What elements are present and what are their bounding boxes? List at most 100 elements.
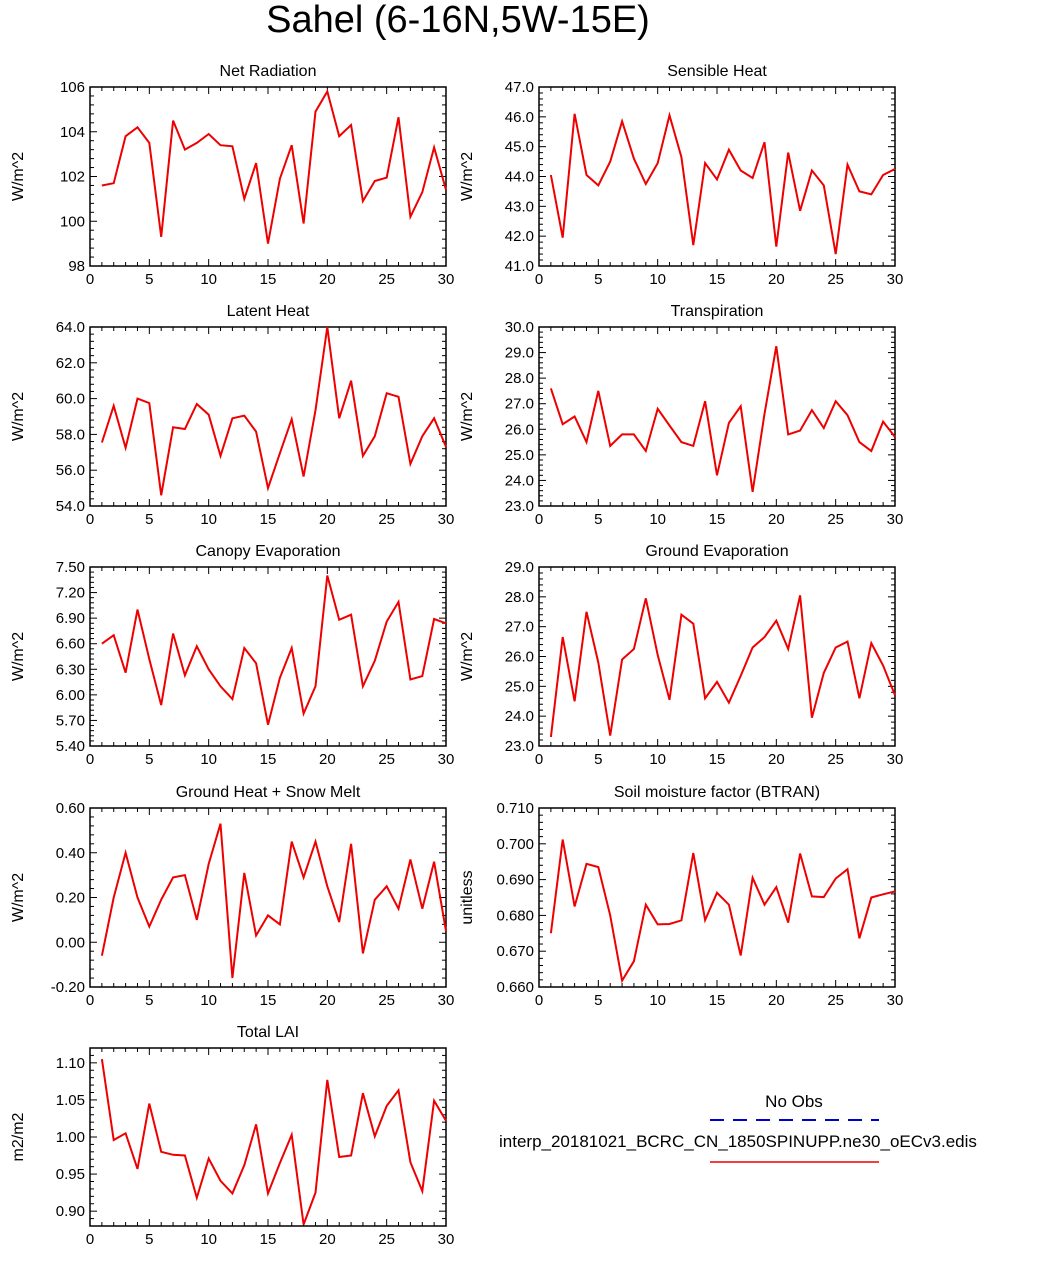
y-tick-label: 106 xyxy=(60,79,85,96)
x-tick-label: 20 xyxy=(319,271,336,288)
y-tick-label: 6.90 xyxy=(56,610,85,627)
series-line-model xyxy=(100,1058,447,1225)
panel-1: 0 5 10 15 20 25 30 98 100 102 104 106 Net Radiation W… xyxy=(10,63,454,288)
y-axis-label: W/m^2 xyxy=(459,632,476,681)
x-tick-label: 0 xyxy=(86,751,94,768)
y-axis-label: unitless xyxy=(459,870,476,924)
y-tick-label: 6.00 xyxy=(56,687,85,704)
y-tick-label: 45.0 xyxy=(505,139,534,156)
x-tick-label: 30 xyxy=(887,271,904,288)
y-tick-label: 100 xyxy=(60,213,85,230)
y-tick-label: 25.0 xyxy=(505,678,534,695)
y-tick-label: 6.60 xyxy=(56,636,85,653)
plot-frame xyxy=(89,326,447,507)
y-tick-label: 26.0 xyxy=(505,421,534,438)
x-tick-label: 5 xyxy=(145,271,153,288)
panel-title: Ground Evaporation xyxy=(645,543,788,560)
y-axis-label: W/m^2 xyxy=(10,152,27,201)
y-tick-label: 0.690 xyxy=(496,872,534,889)
y-tick-label: 27.0 xyxy=(505,619,534,636)
y-axis-label: W/m^2 xyxy=(10,873,27,922)
y-tick-label: 0.710 xyxy=(496,800,534,817)
x-tick-label: 25 xyxy=(378,992,395,1009)
y-tick-label: 64.0 xyxy=(56,319,85,336)
y-axis-label: W/m^2 xyxy=(459,392,476,441)
y-tick-label: 29.0 xyxy=(505,345,534,362)
series-line-model xyxy=(549,839,896,984)
x-tick-label: 5 xyxy=(145,992,153,1009)
x-tick-label: 0 xyxy=(86,511,94,528)
y-tick-label: 7.50 xyxy=(56,559,85,576)
series-line-model xyxy=(101,575,447,725)
x-tick-label: 10 xyxy=(200,992,217,1009)
x-tick-label: 25 xyxy=(378,1231,395,1248)
x-tick-label: 15 xyxy=(260,992,277,1009)
x-tick-label: 25 xyxy=(827,511,844,528)
x-tick-label: 5 xyxy=(594,992,602,1009)
x-tick-label: 25 xyxy=(827,992,844,1009)
x-tick-label: 10 xyxy=(649,992,666,1009)
y-tick-label: 23.0 xyxy=(505,738,534,755)
x-tick-label: 0 xyxy=(86,1231,94,1248)
series-line-model xyxy=(100,326,447,496)
y-tick-label: 47.0 xyxy=(505,79,534,96)
x-tick-label: 30 xyxy=(438,751,455,768)
y-tick-label: 60.0 xyxy=(56,391,85,408)
x-tick-label: 20 xyxy=(768,992,785,1009)
x-tick-label: 10 xyxy=(200,751,217,768)
panel-title: Soil moisture factor (BTRAN) xyxy=(614,784,820,801)
x-tick-label: 0 xyxy=(535,511,543,528)
y-tick-label: 7.20 xyxy=(56,585,85,602)
x-tick-label: 30 xyxy=(887,511,904,528)
y-tick-label: 28.0 xyxy=(505,589,534,606)
y-tick-label: 102 xyxy=(60,169,85,186)
panel-3: 0 5 10 15 20 25 30 54.0 56.0 58.0 60.0 62.0 64.0 Late… xyxy=(10,303,454,528)
y-tick-label: 0.670 xyxy=(496,943,534,960)
series-line-model xyxy=(549,346,896,493)
y-tick-label: 24.0 xyxy=(505,708,534,725)
y-tick-label: 44.0 xyxy=(505,169,534,186)
plot-frame xyxy=(538,807,896,988)
y-tick-label: 25.0 xyxy=(505,447,534,464)
panel-title: Transpiration xyxy=(671,303,764,320)
x-tick-label: 0 xyxy=(86,992,94,1009)
x-tick-label: 25 xyxy=(827,271,844,288)
x-tick-label: 10 xyxy=(200,1231,217,1248)
y-tick-label: 58.0 xyxy=(56,426,85,443)
x-tick-label: 5 xyxy=(145,1231,153,1248)
x-tick-label: 30 xyxy=(438,992,455,1009)
y-tick-label: 0.700 xyxy=(496,836,534,853)
x-tick-label: 5 xyxy=(594,271,602,288)
panel-title: Net Radiation xyxy=(220,63,317,80)
x-tick-label: 25 xyxy=(378,511,395,528)
x-tick-label: 20 xyxy=(319,751,336,768)
y-tick-label: 46.0 xyxy=(505,109,534,126)
legend: No Obs interp_20181021_BCRC_CN_1850SPINU… xyxy=(499,1092,977,1163)
series-line-model xyxy=(549,111,896,255)
y-tick-label: 98 xyxy=(68,258,85,275)
y-tick-label: 0.40 xyxy=(56,845,85,862)
y-tick-label: 0.60 xyxy=(56,800,85,817)
x-tick-label: 5 xyxy=(594,751,602,768)
panel-title: Latent Heat xyxy=(227,303,310,320)
x-tick-label: 5 xyxy=(145,511,153,528)
y-tick-label: 42.0 xyxy=(505,228,534,245)
y-tick-label: 30.0 xyxy=(505,319,534,336)
y-tick-label: 0.680 xyxy=(496,907,534,924)
series-line-model xyxy=(549,595,896,738)
y-axis-label: W/m^2 xyxy=(10,392,27,441)
panel-2: 0 5 10 15 20 25 30 41.0 42.0 43.0 44.0 45.0 46.0 47.0… xyxy=(459,63,903,288)
y-tick-label: 6.30 xyxy=(56,661,85,678)
x-tick-label: 15 xyxy=(260,511,277,528)
x-tick-label: 25 xyxy=(378,271,395,288)
x-tick-label: 15 xyxy=(260,1231,277,1248)
x-tick-label: 30 xyxy=(887,992,904,1009)
x-tick-label: 0 xyxy=(535,992,543,1009)
x-tick-label: 20 xyxy=(319,1231,336,1248)
y-tick-label: 43.0 xyxy=(505,198,534,215)
x-tick-label: 20 xyxy=(319,992,336,1009)
x-tick-label: 30 xyxy=(438,271,455,288)
panel-title: Ground Heat + Snow Melt xyxy=(176,784,361,801)
x-tick-label: 20 xyxy=(319,511,336,528)
y-tick-label: 1.00 xyxy=(56,1129,85,1146)
